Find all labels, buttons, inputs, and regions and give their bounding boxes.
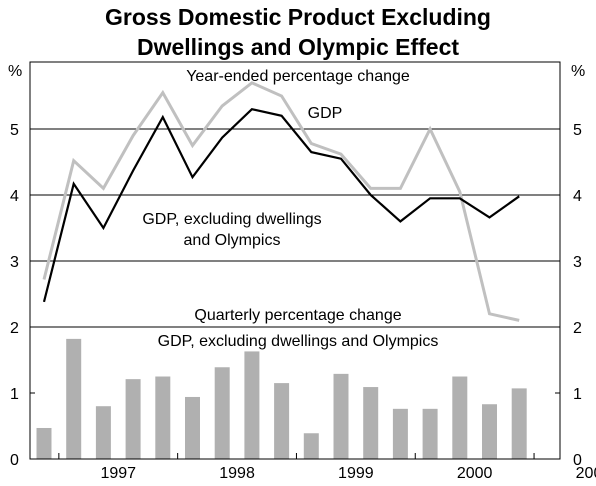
x-tick-label-1997: 1997: [100, 465, 136, 482]
y-tick-right-3: 3: [573, 254, 582, 271]
bar-1999-Q1: [303, 433, 319, 459]
x-tick-label-1999: 1999: [338, 465, 374, 482]
bar-1997-Q3: [125, 379, 141, 459]
bar-1999-Q3: [363, 387, 379, 459]
gdp-line: [42, 81, 520, 322]
y-tick-left-5: 5: [10, 122, 19, 139]
bar-series-label: GDP, excluding dwellings and Olympics: [158, 333, 439, 350]
chart-title-line-2: Dwellings and Olympic Effect: [137, 34, 459, 60]
gdp-ex-series-label-line-2: and Olympics: [184, 232, 281, 249]
y-tick-right-0: 0: [573, 452, 582, 469]
bar-1998-Q4: [274, 383, 290, 459]
bar-2000-Q1: [422, 408, 438, 459]
bar-1998-Q1: [185, 396, 200, 459]
gridlines: [30, 128, 560, 328]
chart-title-line-1: Gross Domestic Product Excluding: [105, 4, 491, 30]
quarterly-bars: [36, 338, 527, 459]
bar-1997-Q1: [66, 338, 82, 459]
x-axis-labels: 1997 1998 1999 2000 2001: [58, 453, 596, 482]
bar-1998-Q3: [244, 351, 260, 459]
y-tick-right-5: 5: [573, 122, 582, 139]
gdp-series-label: GDP: [308, 105, 343, 122]
bar-1997-Q2: [95, 406, 111, 459]
left-axis-ticks: 0 1 2 3 4 5: [10, 122, 35, 469]
left-unit-label: %: [8, 63, 22, 80]
y-tick-left-1: 1: [10, 386, 19, 403]
y-tick-right-2: 2: [573, 320, 582, 337]
y-tick-left-0: 0: [10, 452, 19, 469]
x-tick-label-1998: 1998: [219, 465, 255, 482]
y-tick-left-2: 2: [10, 320, 19, 337]
bar-1996-Q4: [36, 427, 52, 459]
right-unit-label: %: [571, 63, 585, 80]
bar-2000-Q3: [482, 404, 497, 459]
year-ended-lines: [42, 81, 520, 322]
y-tick-left-4: 4: [10, 188, 19, 205]
gdp-ex-dwellings-olympics-line: [42, 107, 520, 303]
bar-2000-Q2: [452, 376, 468, 459]
y-tick-right-1: 1: [573, 386, 582, 403]
x-tick-label-2000: 2000: [457, 465, 493, 482]
top-panel-title: Year-ended percentage change: [186, 68, 410, 85]
bar-2000-Q4: [511, 388, 527, 459]
y-tick-left-3: 3: [10, 254, 19, 271]
y-tick-right-4: 4: [573, 188, 582, 205]
x-tick-label-2001: 2001: [576, 465, 596, 482]
bar-1999-Q2: [333, 373, 349, 459]
bar-1997-Q4: [155, 376, 171, 459]
right-axis-ticks: 0 1 2 3 4 5: [555, 122, 582, 469]
bottom-panel-title: Quarterly percentage change: [194, 307, 401, 324]
gdp-ex-series-label-line-1: GDP, excluding dwellings: [142, 211, 321, 228]
bar-1998-Q2: [214, 367, 230, 459]
bar-1999-Q4: [392, 408, 408, 459]
